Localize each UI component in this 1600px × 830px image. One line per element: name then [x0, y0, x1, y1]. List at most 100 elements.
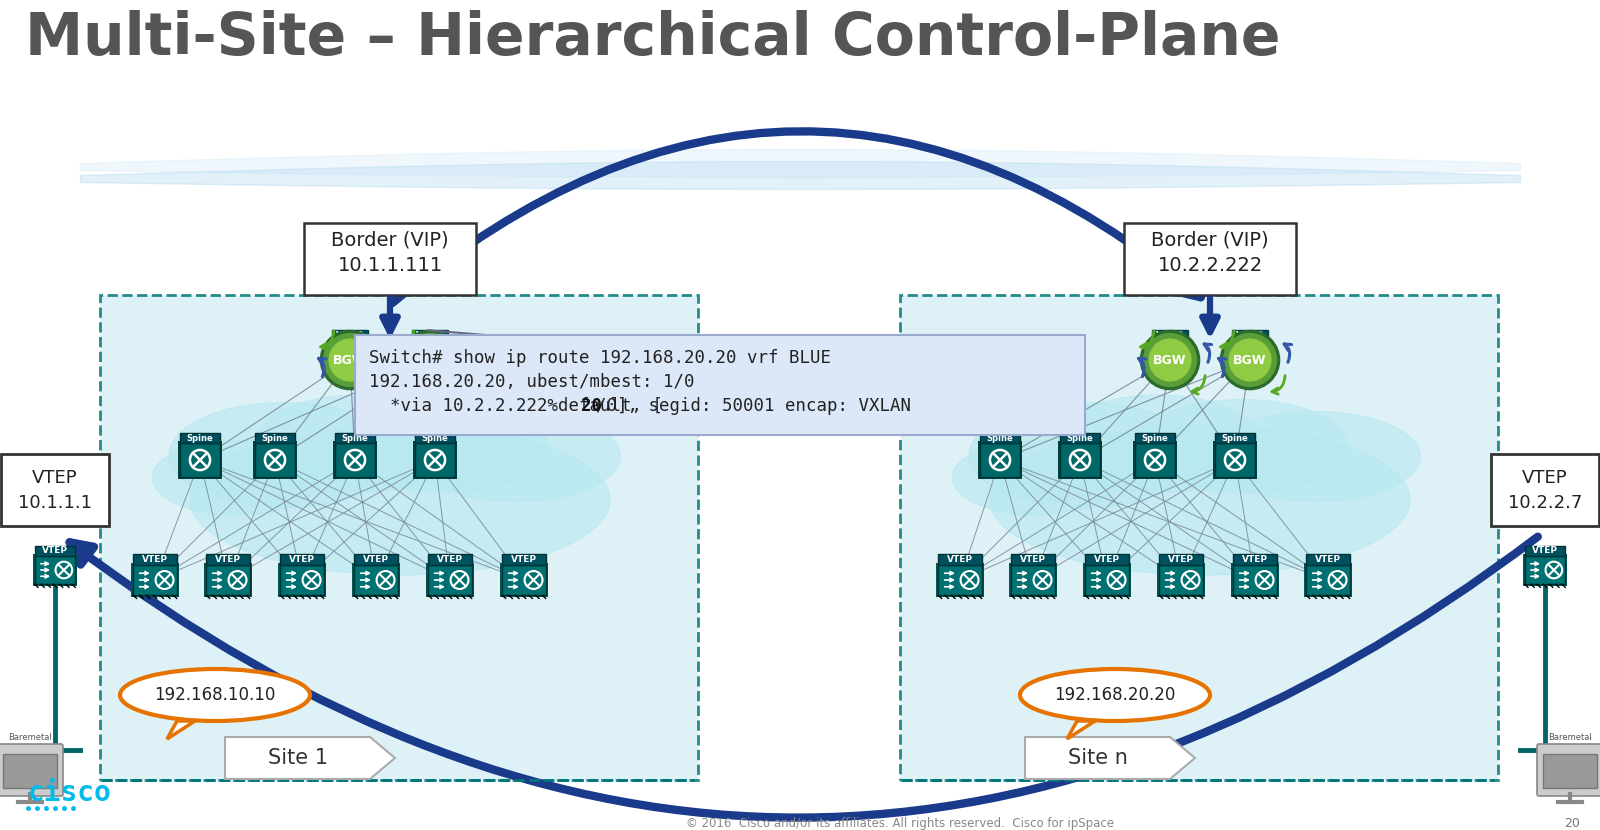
FancyBboxPatch shape — [1542, 754, 1597, 788]
FancyBboxPatch shape — [979, 433, 1021, 443]
Text: VTEP: VTEP — [290, 554, 315, 564]
FancyBboxPatch shape — [179, 443, 221, 476]
FancyBboxPatch shape — [352, 563, 400, 598]
Text: Border (VIP)
10.2.2.222: Border (VIP) 10.2.2.222 — [1150, 231, 1269, 275]
FancyBboxPatch shape — [1491, 454, 1598, 526]
FancyBboxPatch shape — [0, 744, 62, 796]
FancyBboxPatch shape — [280, 554, 323, 564]
FancyBboxPatch shape — [978, 442, 1022, 479]
FancyBboxPatch shape — [1160, 564, 1203, 595]
Text: 192.168.20.20: 192.168.20.20 — [1054, 686, 1176, 704]
Ellipse shape — [1144, 334, 1197, 387]
Text: VTEP
10.1.1.1: VTEP 10.1.1.1 — [18, 468, 93, 511]
Text: Spine: Spine — [1222, 434, 1248, 442]
FancyBboxPatch shape — [333, 442, 378, 479]
FancyBboxPatch shape — [206, 564, 250, 595]
Ellipse shape — [1221, 330, 1280, 389]
Text: VTEP: VTEP — [336, 331, 365, 341]
Text: 20: 20 — [581, 397, 602, 415]
Polygon shape — [1067, 721, 1094, 739]
Ellipse shape — [338, 399, 547, 492]
Text: Spine: Spine — [1142, 434, 1168, 442]
FancyBboxPatch shape — [133, 554, 176, 564]
FancyBboxPatch shape — [1234, 564, 1277, 595]
Text: VTEP: VTEP — [1168, 554, 1194, 564]
FancyBboxPatch shape — [938, 564, 982, 595]
FancyBboxPatch shape — [334, 433, 376, 443]
FancyBboxPatch shape — [1134, 443, 1176, 476]
Ellipse shape — [1138, 399, 1347, 492]
Ellipse shape — [411, 412, 621, 501]
Ellipse shape — [970, 403, 1200, 507]
FancyBboxPatch shape — [1058, 442, 1102, 479]
Text: Multi-Site – Hierarchical Control-Plane: Multi-Site – Hierarchical Control-Plane — [26, 10, 1280, 67]
Text: VTEP: VTEP — [416, 331, 445, 341]
Text: VTEP: VTEP — [947, 554, 973, 564]
FancyBboxPatch shape — [1234, 554, 1277, 564]
Text: 192.168.20.20, ubest/mbest: 1/0: 192.168.20.20, ubest/mbest: 1/0 — [370, 373, 694, 391]
FancyBboxPatch shape — [1525, 546, 1565, 556]
FancyBboxPatch shape — [1134, 433, 1176, 443]
FancyBboxPatch shape — [99, 295, 698, 780]
Text: VTEP: VTEP — [1533, 546, 1558, 555]
Text: Border (VIP)
10.1.1.111: Border (VIP) 10.1.1.111 — [331, 231, 450, 275]
FancyBboxPatch shape — [34, 554, 77, 586]
FancyBboxPatch shape — [1304, 563, 1352, 598]
FancyBboxPatch shape — [206, 554, 250, 564]
FancyBboxPatch shape — [254, 443, 296, 476]
Ellipse shape — [1224, 334, 1277, 387]
FancyBboxPatch shape — [1525, 556, 1565, 584]
Text: Spine: Spine — [1067, 434, 1093, 442]
FancyBboxPatch shape — [280, 564, 323, 595]
FancyBboxPatch shape — [131, 563, 179, 598]
Ellipse shape — [323, 334, 376, 387]
Text: Spine: Spine — [262, 434, 288, 442]
Ellipse shape — [120, 669, 310, 721]
Ellipse shape — [1141, 330, 1200, 389]
Ellipse shape — [1021, 669, 1210, 721]
Text: VTEP: VTEP — [1094, 554, 1120, 564]
FancyBboxPatch shape — [899, 295, 1498, 780]
FancyBboxPatch shape — [413, 442, 458, 479]
FancyBboxPatch shape — [35, 556, 75, 584]
Ellipse shape — [330, 339, 371, 381]
Polygon shape — [1026, 737, 1195, 779]
FancyBboxPatch shape — [502, 564, 546, 595]
FancyBboxPatch shape — [414, 433, 456, 443]
FancyBboxPatch shape — [1059, 433, 1101, 443]
FancyBboxPatch shape — [333, 330, 368, 343]
FancyBboxPatch shape — [304, 223, 477, 295]
Text: VTEP: VTEP — [1242, 554, 1267, 564]
FancyBboxPatch shape — [1085, 564, 1128, 595]
Ellipse shape — [403, 334, 456, 387]
FancyBboxPatch shape — [35, 546, 75, 556]
Text: VTEP: VTEP — [363, 554, 389, 564]
FancyBboxPatch shape — [1306, 554, 1350, 564]
Text: © 2016  Cisco and/or its affiliates. All rights reserved.  Cisco for ipSpace: © 2016 Cisco and/or its affiliates. All … — [686, 817, 1114, 829]
Text: VTEP: VTEP — [437, 554, 462, 564]
FancyBboxPatch shape — [1083, 563, 1131, 598]
Text: Site n: Site n — [1067, 748, 1128, 768]
FancyBboxPatch shape — [1232, 563, 1278, 598]
FancyBboxPatch shape — [1059, 443, 1101, 476]
Text: BGW: BGW — [1154, 354, 1187, 367]
FancyBboxPatch shape — [354, 554, 398, 564]
FancyBboxPatch shape — [1152, 330, 1187, 343]
FancyBboxPatch shape — [253, 442, 298, 479]
FancyBboxPatch shape — [1523, 554, 1566, 586]
Text: Spine: Spine — [342, 434, 368, 442]
FancyBboxPatch shape — [426, 563, 474, 598]
Text: /0], segid: 50001 encap: VXLAN: /0], segid: 50001 encap: VXLAN — [595, 397, 910, 415]
FancyBboxPatch shape — [334, 443, 376, 476]
Text: VTEP
10.2.2.7: VTEP 10.2.2.7 — [1507, 468, 1582, 511]
Ellipse shape — [190, 425, 610, 575]
Ellipse shape — [170, 403, 400, 507]
FancyBboxPatch shape — [1123, 223, 1296, 295]
Text: cisco: cisco — [29, 779, 112, 807]
FancyBboxPatch shape — [1538, 744, 1600, 796]
Text: 192.168.10.10: 192.168.10.10 — [154, 686, 275, 704]
Text: *via 10.2.2.222%default, [: *via 10.2.2.222%default, [ — [370, 397, 662, 415]
FancyBboxPatch shape — [205, 563, 251, 598]
FancyBboxPatch shape — [1152, 343, 1187, 378]
FancyBboxPatch shape — [178, 442, 222, 479]
